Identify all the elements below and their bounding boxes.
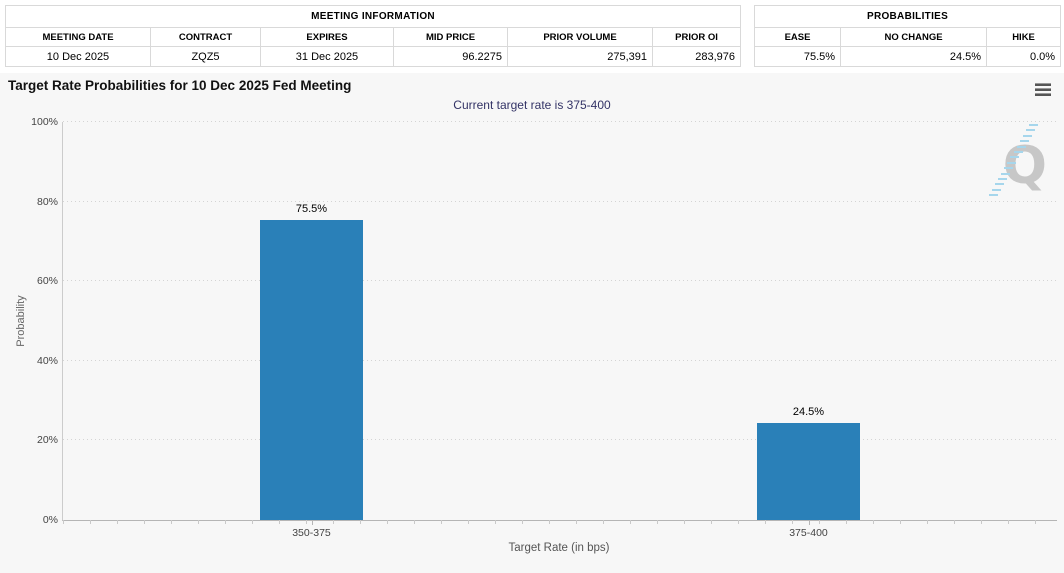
y-axis-label: 40% (36, 354, 58, 367)
probability-bar-350-375[interactable] (260, 219, 363, 520)
prior-volume-value: 275,391 (507, 46, 653, 67)
watermark-dash (1019, 140, 1029, 143)
watermark-dash (1010, 156, 1020, 159)
expires-value: 31 Dec 2025 (260, 46, 394, 67)
fed-meeting-probability-chart: Target Rate Probabilities for 10 Dec 202… (0, 73, 1064, 573)
watermark-dash (1029, 124, 1038, 126)
y-axis-label: 60% (36, 275, 58, 288)
watermark-dash (1001, 172, 1011, 175)
x-axis-tick (311, 520, 313, 525)
y-axis-label: 80% (36, 195, 58, 208)
watermark-dash (1016, 145, 1026, 148)
plot-area: Q 75.5% 350-375 24.5% 375-400 (62, 121, 1057, 539)
y-gridline (63, 121, 1057, 122)
bar-data-label: 24.5% (792, 405, 825, 418)
hike-column-header: HIKE (986, 27, 1062, 47)
mid-price-column-header: MID PRICE (393, 27, 508, 47)
probabilities-table: PROBABILITIES EASE NO CHANGE HIKE 75.5% … (754, 5, 1062, 67)
probabilities-header: PROBABILITIES (754, 5, 1062, 28)
meeting-date-value: 10 Dec 2025 (5, 46, 151, 67)
x-axis-title: Target Rate (in bps) (508, 542, 610, 554)
top-tables-row: MEETING INFORMATION MEETING DATE CONTRAC… (4, 5, 1062, 67)
x-axis-tick (808, 520, 810, 525)
expires-column-header: EXPIRES (260, 27, 394, 47)
chart-subtitle: Current target rate is 375-400 (453, 98, 611, 112)
meeting-information-header: MEETING INFORMATION (4, 5, 742, 28)
y-gridline (63, 280, 1057, 282)
quikstrike-watermark: Q (985, 124, 1047, 206)
prior-oi-value: 283,976 (651, 46, 742, 67)
watermark-dash (1013, 151, 1023, 153)
watermark-dash (988, 194, 998, 197)
y-axis-label: 0% (42, 514, 58, 526)
hamburger-menu-icon[interactable] (1035, 83, 1051, 96)
x-category-label: 375-400 (789, 527, 828, 539)
x-axis-minor-ticks (63, 520, 1057, 524)
probability-bar-375-400[interactable] (757, 422, 860, 520)
bar-data-label: 75.5% (295, 202, 328, 215)
watermark-dash (1022, 134, 1032, 137)
contract-column-header: CONTRACT (150, 27, 261, 47)
y-gridline (63, 359, 1057, 361)
watermark-dash (998, 178, 1007, 180)
meeting-date-column-header: MEETING DATE (5, 27, 151, 47)
y-gridline (63, 200, 1057, 202)
chart-title: Target Rate Probabilities for 10 Dec 202… (8, 78, 352, 93)
mid-price-value: 96.2275 (393, 46, 508, 67)
ease-probability-value: 75.5% (754, 46, 842, 67)
watermark-dash (991, 188, 1001, 191)
ease-column-header: EASE (754, 27, 842, 47)
y-axis-label: 20% (36, 434, 58, 447)
y-axis-title: Probability (15, 295, 27, 347)
watermark-dash (1007, 161, 1017, 164)
prior-volume-column-header: PRIOR VOLUME (507, 27, 653, 47)
prior-oi-column-header: PRIOR OI (651, 27, 742, 47)
watermark-dash (1025, 129, 1035, 132)
y-axis-label: 100% (31, 116, 58, 128)
watermark-dash (994, 183, 1004, 186)
watermark-dash (1004, 167, 1014, 170)
no-change-probability-value: 24.5% (840, 46, 988, 67)
y-gridline (63, 439, 1057, 441)
hike-probability-value: 0.0% (986, 46, 1062, 67)
x-category-label: 350-375 (292, 527, 331, 539)
contract-value: ZQZ5 (150, 46, 261, 67)
meeting-information-table: MEETING INFORMATION MEETING DATE CONTRAC… (4, 5, 742, 67)
q-logo-letter: Q (1002, 136, 1047, 196)
no-change-column-header: NO CHANGE (840, 27, 988, 47)
